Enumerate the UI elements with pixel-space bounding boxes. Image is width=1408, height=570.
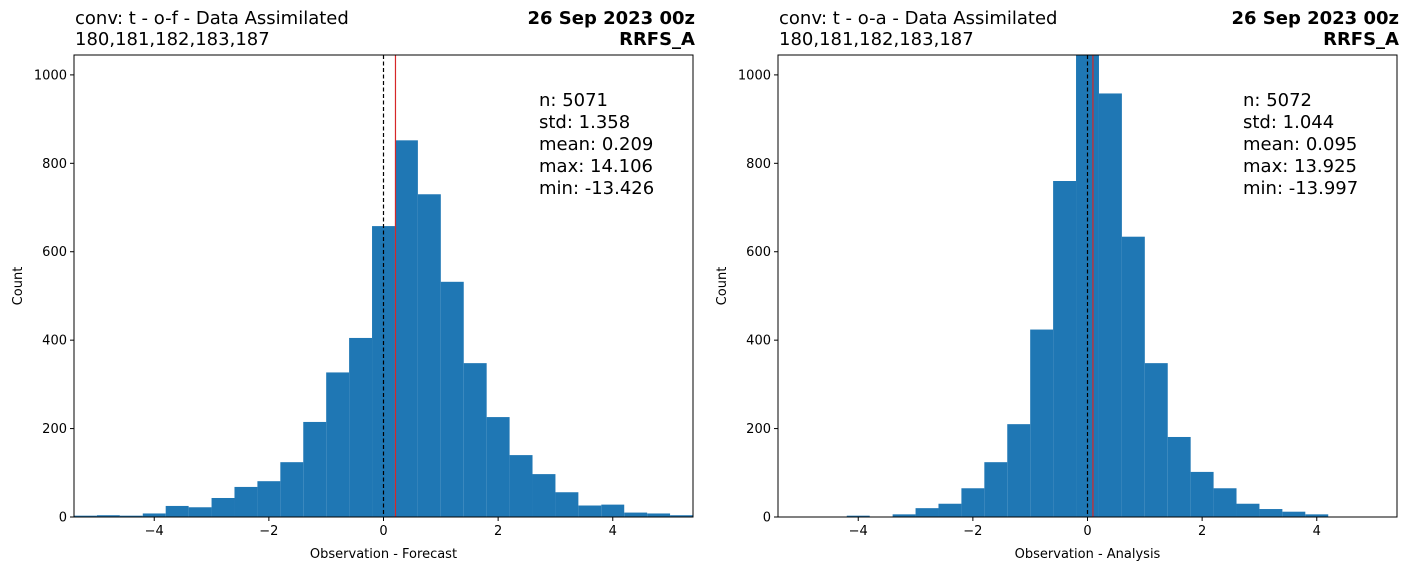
title-block: conv: t - o-f - Data Assimilated 180,181…: [75, 8, 349, 50]
histogram-bar: [892, 514, 916, 517]
histogram-bar: [1030, 329, 1054, 517]
stats-line: min: -13.997: [1243, 178, 1358, 199]
histogram-bar: [915, 508, 939, 517]
x-axis-label: Observation - Analysis: [1015, 547, 1161, 562]
y-tick-label: 600: [42, 245, 67, 260]
chart-subtitle: 180,181,182,183,187: [75, 29, 270, 50]
histogram-bar: [486, 417, 510, 517]
histogram-bar: [601, 504, 625, 517]
stats-line: mean: 0.209: [539, 134, 653, 155]
histogram-bar: [555, 492, 579, 517]
stats-line: n: 5071: [539, 90, 608, 111]
x-tick-label: 0: [1083, 524, 1091, 539]
histogram-bar: [96, 515, 120, 517]
histogram-oma: −4 −2 0 2 4 0 200 400 600 800 1000 Observation - An…: [715, 54, 1398, 562]
y-tick-label: 1000: [34, 68, 67, 83]
stats-line: n: 5072: [1243, 90, 1312, 111]
date-model-block: 26 Sep 2023 00z RRFS_A: [1231, 8, 1399, 50]
histogram-bar: [1259, 509, 1283, 517]
x-tick-label: 4: [1313, 524, 1321, 539]
y-tick-label: 0: [59, 511, 67, 526]
histogram-bar: [647, 513, 671, 517]
x-tick-label: −2: [963, 524, 982, 539]
histogram-bar: [211, 497, 235, 517]
histogram-bar: [1007, 424, 1031, 517]
x-axis-label: Observation - Forecast: [310, 547, 457, 562]
x-tick-label: 0: [379, 524, 387, 539]
stats-line: std: 1.358: [539, 112, 630, 133]
chart-date: 26 Sep 2023 00z: [527, 8, 695, 29]
y-axis-label: Count: [11, 267, 26, 306]
chart-model: RRFS_A: [619, 29, 695, 50]
x-tick-label: 2: [1198, 524, 1206, 539]
chart-model: RRFS_A: [1323, 29, 1399, 50]
stats-line: min: -13.426: [539, 178, 654, 199]
chart-title: conv: t - o-f - Data Assimilated: [75, 8, 349, 29]
histogram-bar: [1282, 511, 1306, 517]
y-tick-label: 400: [42, 334, 67, 349]
histogram-bar: [326, 372, 350, 517]
histogram-bar: [1053, 181, 1077, 517]
histogram-bar: [509, 455, 533, 517]
x-tick-label: 4: [609, 524, 617, 539]
stats-line: mean: 0.095: [1243, 134, 1357, 155]
histogram-bar: [1190, 471, 1214, 517]
histogram-bar: [1213, 488, 1237, 517]
chart-subtitle: 180,181,182,183,187: [779, 29, 974, 50]
histogram-bar: [74, 515, 97, 517]
y-tick-label: 600: [746, 245, 771, 260]
histogram-bar: [142, 513, 166, 517]
histogram-bar: [394, 140, 418, 518]
histogram-bar: [303, 421, 327, 517]
stats-line: max: 13.925: [1243, 156, 1357, 177]
y-tick-label: 200: [746, 422, 771, 437]
y-tick-label: 800: [42, 157, 67, 172]
stats-line: std: 1.044: [1243, 112, 1334, 133]
histogram-bar: [984, 462, 1008, 517]
histogram-bar: [1144, 363, 1168, 517]
histogram-bar: [846, 515, 870, 517]
date-model-block: 26 Sep 2023 00z RRFS_A: [527, 8, 695, 50]
y-tick-label: 800: [746, 157, 771, 172]
x-tick-label: −4: [849, 524, 868, 539]
stats-line: max: 14.106: [539, 156, 653, 177]
histogram-bar: [440, 281, 464, 517]
chart-title: conv: t - o-a - Data Assimilated: [779, 8, 1058, 29]
x-tick-label: −4: [145, 524, 164, 539]
histogram-bar: [417, 194, 441, 517]
histogram-bar: [670, 515, 693, 517]
y-tick-label: 1000: [738, 68, 771, 83]
histogram-bar: [257, 481, 281, 517]
histogram-bar: [1167, 436, 1191, 517]
histogram-bar: [165, 505, 189, 517]
y-tick-label: 200: [42, 422, 67, 437]
histogram-bar: [938, 503, 962, 517]
y-tick-label: 400: [746, 334, 771, 349]
histogram-bar: [532, 474, 556, 517]
title-block: conv: t - o-a - Data Assimilated 180,181…: [779, 8, 1057, 50]
histogram-bar: [578, 505, 602, 517]
histogram-bar: [463, 363, 487, 517]
histogram-bar: [624, 512, 648, 517]
panel-oma: conv: t - o-a - Data Assimilated 180,181…: [704, 0, 1408, 570]
histogram-bar: [280, 462, 304, 517]
histogram-bar: [349, 337, 373, 517]
histogram-bar: [1098, 93, 1122, 517]
panel-omf: conv: t - o-f - Data Assimilated 180,181…: [11, 8, 695, 562]
y-tick-label: 0: [763, 511, 771, 526]
chart-date: 26 Sep 2023 00z: [1231, 8, 1399, 29]
histogram-bar: [188, 507, 212, 517]
histogram-bar: [1236, 503, 1260, 517]
histogram-bar: [1305, 514, 1329, 517]
y-axis-label: Count: [715, 267, 730, 306]
histogram-omf: −4 −2 0 2 4 0 200 400 600 800 1000 Observation - Fo…: [11, 54, 694, 562]
histogram-bar: [1121, 236, 1145, 517]
histogram-bar: [119, 515, 143, 517]
histogram-bar: [234, 486, 258, 517]
x-tick-label: −2: [259, 524, 278, 539]
x-tick-label: 2: [494, 524, 502, 539]
histogram-bar: [961, 488, 985, 517]
histogram-bar: [372, 226, 395, 518]
